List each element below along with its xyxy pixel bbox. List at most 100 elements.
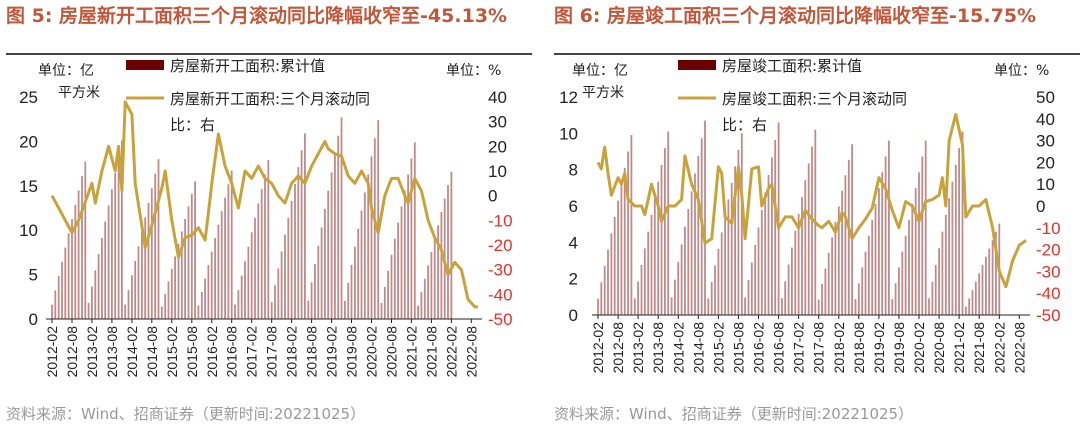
right-tick-label: -10: [488, 211, 513, 230]
bar-mark: [174, 256, 176, 319]
bar-mark: [210, 251, 213, 319]
bar-mark: [264, 174, 266, 319]
bar-mark: [934, 265, 937, 315]
bar-mark: [988, 248, 991, 315]
x-tick-label: 2012-08: [610, 322, 626, 374]
bar-mark: [97, 254, 100, 319]
x-tick-label: 2021-08: [423, 326, 439, 378]
x-tick-label: 2015-08: [730, 322, 746, 374]
right-tick-label: 20: [1036, 153, 1055, 172]
bar-mark: [737, 149, 740, 315]
legend-line-label: 房屋竣工面积:三个月滚动同: [722, 90, 907, 108]
right-unit-label: 单位：%: [446, 63, 501, 79]
bar-mark: [750, 262, 753, 315]
bar-mark: [995, 231, 997, 315]
bar-mark: [647, 231, 650, 315]
bar-mark: [690, 191, 693, 315]
bar-mark: [871, 219, 874, 315]
bar-mark: [727, 199, 730, 315]
bar-mark: [904, 235, 907, 315]
bar-mark: [244, 261, 246, 319]
bar-mark: [817, 299, 820, 315]
bar-mark: [124, 304, 127, 319]
bar-mark: [924, 140, 927, 315]
bar-mark: [297, 167, 300, 319]
x-tick-label: 2016-02: [751, 322, 767, 374]
bar-mark: [617, 200, 619, 315]
bar-mark: [861, 267, 864, 315]
right-axis-ticks: 40 30 20 10 0 -10 -20 -30 -40 -50: [488, 88, 513, 329]
bar-mark: [277, 268, 280, 319]
bar-mark: [687, 209, 690, 315]
bar-mark: [101, 237, 103, 319]
bar-mark: [841, 190, 843, 315]
bar-mark: [760, 210, 763, 315]
bar-mark: [347, 282, 350, 319]
x-tick-label: 2013-08: [104, 326, 120, 378]
right-tick-label: -10: [1036, 219, 1061, 238]
right-tick-label: 50: [1036, 88, 1055, 107]
bar-mark: [177, 243, 180, 319]
bar-mark: [64, 247, 67, 319]
bar-mark: [894, 283, 897, 315]
bar-mark: [824, 268, 827, 315]
bar-mark: [781, 298, 783, 315]
bar-mark: [267, 160, 270, 319]
chart-legend: 房屋竣工面积:累计值 房屋竣工面积:三个月滚动同 比：右: [678, 57, 907, 134]
right-tick-label: -20: [488, 236, 513, 255]
bar-mark: [985, 256, 987, 315]
bar-mark: [304, 133, 306, 319]
bar-mark: [357, 228, 360, 319]
bar-mark: [367, 174, 370, 319]
bar-mark: [653, 198, 656, 315]
bar-mark: [214, 238, 216, 319]
bar-mark: [400, 206, 403, 319]
right-tick-label: 10: [488, 162, 507, 181]
bar-mark: [440, 211, 443, 319]
bar-mark: [150, 188, 153, 319]
bar-mark: [354, 246, 356, 319]
bar-mark: [794, 230, 797, 315]
bar-mark: [764, 192, 767, 315]
x-tick-label: 2015-02: [164, 326, 180, 378]
x-tick-label: 2020-08: [931, 322, 947, 374]
bar-mark: [867, 235, 870, 315]
x-tick-label: 2020-02: [364, 326, 380, 378]
bar-mark: [657, 181, 660, 315]
bar-mark: [964, 306, 967, 315]
right-tick-label: -40: [488, 285, 513, 304]
bar-mark: [147, 202, 150, 319]
bar-mark: [330, 172, 333, 319]
left-tick-label: 0: [29, 310, 38, 329]
bar-mark: [774, 139, 777, 315]
figure-title: 图 5: 房屋新开工面积三个月滚动同比降幅收窄至-45.13%: [6, 5, 508, 27]
bar-mark: [67, 233, 70, 319]
bar-mark: [107, 205, 110, 319]
bar-mark: [991, 240, 994, 315]
left-tick-label: 8: [569, 161, 578, 180]
legend-line-label: 房屋新开工面积:三个月滚动同: [170, 90, 370, 108]
x-tick-label: 2014-08: [690, 322, 706, 374]
x-tick-label: 2021-08: [971, 322, 987, 374]
left-unit-label: 单位：亿: [572, 63, 628, 79]
bar-mark: [417, 305, 419, 319]
bar-mark: [637, 281, 639, 315]
bar-mark: [881, 172, 884, 315]
x-tick-label: 2015-02: [710, 322, 726, 374]
bar-mark: [430, 252, 433, 319]
bar-mark: [958, 148, 960, 315]
bar-mark: [677, 262, 680, 315]
bar-mark: [117, 156, 120, 319]
x-tick-label: 2020-08: [384, 326, 400, 378]
bar-mark: [167, 281, 170, 319]
bar-mark: [787, 264, 790, 315]
left-tick-label: 10: [19, 221, 38, 240]
bar-series: [51, 117, 453, 320]
bar-mark: [373, 138, 376, 319]
bar-mark: [847, 159, 850, 315]
right-tick-label: 10: [1036, 175, 1055, 194]
bar-mark: [54, 290, 57, 319]
bar-mark: [714, 265, 716, 315]
bar-mark: [633, 298, 636, 315]
x-tick-label: 2020-02: [911, 322, 927, 374]
